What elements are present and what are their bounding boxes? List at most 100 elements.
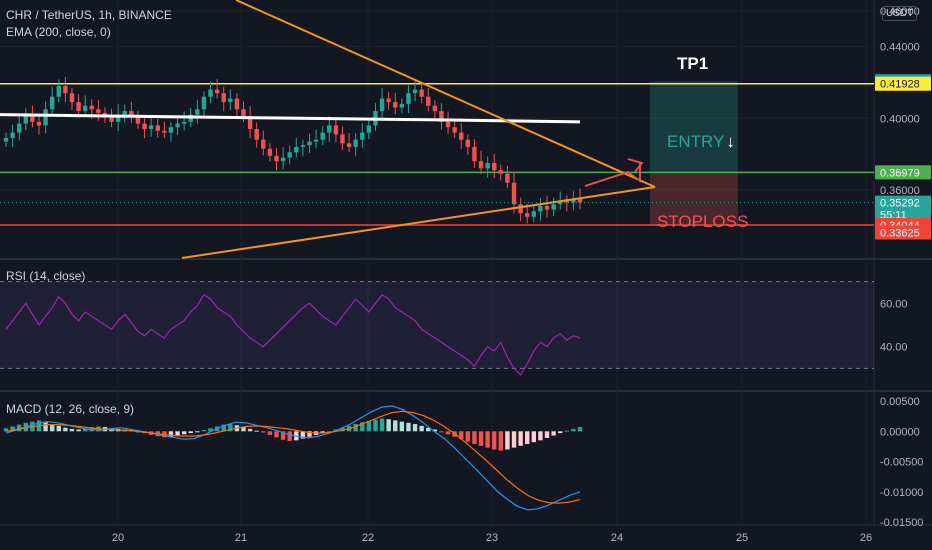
macd-histogram-bar [544, 431, 550, 438]
price-tag-label: 0.33625 [880, 227, 920, 239]
macd-histogram-bar [188, 431, 193, 434]
candle-body [393, 102, 398, 108]
candle-body [162, 130, 167, 133]
candle-body [571, 198, 576, 203]
macd-histogram-bar [195, 431, 200, 433]
macd-histogram-bar [511, 431, 517, 448]
candle-body [327, 125, 332, 133]
macd-histogram-bar [498, 431, 504, 451]
entry-label: ENTRY ↓ [667, 132, 735, 152]
macd-histogram-bar [360, 422, 365, 432]
candle-body [16, 123, 22, 133]
macd-histogram-bar [445, 431, 451, 435]
candle-body [228, 98, 233, 103]
macd-histogram-bar [386, 419, 391, 432]
macd-tick-label: 0.00000 [880, 426, 920, 438]
candle-body [353, 139, 358, 147]
time-tick-label: 21 [235, 532, 247, 544]
candle-body [419, 89, 424, 97]
candle-body [10, 132, 15, 138]
candle-body [234, 98, 240, 110]
candle-body [261, 139, 266, 149]
currency-label[interactable]: USDT [882, 6, 918, 21]
macd-histogram-bar [538, 431, 543, 441]
stoploss-label: STOPLOSS [657, 212, 749, 231]
macd-histogram-bar [69, 428, 75, 432]
candle-body [82, 105, 88, 112]
macd-histogram-bar [393, 420, 398, 432]
macd-histogram-bar [175, 431, 180, 436]
macd-histogram-bar [10, 426, 15, 432]
candle-body [221, 93, 226, 103]
candle-body [274, 155, 279, 162]
price-tag [875, 165, 931, 180]
candle-body [267, 148, 273, 156]
candle-body [241, 109, 246, 117]
rsi-tick-label: 60.00 [880, 298, 908, 310]
price-tick-label: 0.40000 [880, 113, 920, 125]
candle-body [412, 89, 418, 94]
price-tag [875, 225, 931, 240]
macd-histogram-bar [287, 431, 292, 441]
candle-body [280, 157, 286, 162]
macd-histogram-bar [320, 431, 325, 434]
macd-histogram-bar [280, 431, 286, 440]
candle-body [531, 211, 537, 217]
macd-histogram-bar [201, 430, 207, 432]
candle-body [30, 114, 35, 122]
candle-body [109, 116, 114, 122]
candle-body [511, 182, 517, 205]
trendline [181, 186, 656, 259]
breakout-arrow-head [627, 158, 644, 173]
candle-body [36, 121, 42, 126]
candle-body [406, 93, 411, 104]
candle-body [201, 96, 207, 110]
macd-histogram-bar [551, 431, 556, 436]
candle-body [333, 125, 339, 135]
macd-histogram-bar [16, 424, 22, 432]
price-tick-label: 0.36000 [880, 185, 920, 197]
macd-tick-label: -0.00500 [880, 457, 923, 469]
macd-histogram-bar [412, 424, 418, 432]
macd-tick-label: -0.01500 [880, 517, 923, 529]
candle-body [525, 213, 530, 217]
macd-histogram-bar [228, 424, 233, 432]
macd-histogram-bar [366, 421, 372, 432]
entry-arrow-icon: ↓ [726, 132, 735, 151]
candle-body [247, 116, 253, 129]
candle-body [115, 114, 121, 122]
macd-histogram-bar [221, 424, 226, 432]
candle-body [135, 116, 141, 124]
macd-histogram-bar [525, 431, 530, 444]
macd-histogram-bar [459, 431, 464, 440]
rsi-line [5, 293, 581, 376]
candle-body [432, 105, 438, 112]
macd-histogram-bar [56, 425, 61, 432]
macd-tick-label: 0.00500 [880, 396, 920, 408]
candle-body [307, 141, 312, 146]
candle-body [544, 206, 550, 210]
time-tick-label: 23 [486, 532, 498, 544]
macd-histogram-bar [432, 429, 438, 432]
candle-body [56, 86, 61, 97]
candle-body [445, 121, 451, 128]
candle-body [346, 143, 352, 147]
candle-body [43, 109, 48, 126]
rsi-legend: RSI (14, close) [6, 269, 86, 283]
candle-body [452, 127, 457, 133]
candle-body [498, 170, 504, 174]
candle-body [313, 139, 319, 142]
candle-body [3, 137, 9, 142]
macd-histogram-bar [307, 431, 312, 437]
candle-body [294, 146, 299, 153]
candle-body [465, 139, 471, 147]
macd-histogram-bar [168, 431, 174, 437]
macd-histogram-bar [406, 422, 411, 432]
macd-histogram-bar [274, 431, 279, 438]
candle-body [76, 102, 81, 112]
macd-histogram-bar [82, 428, 88, 432]
candle-body [148, 125, 154, 129]
macd-histogram-bar [426, 427, 431, 432]
